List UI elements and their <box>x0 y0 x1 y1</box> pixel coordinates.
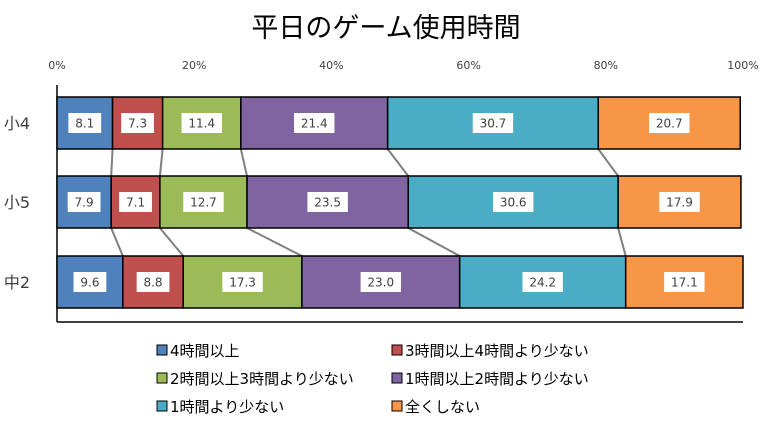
x-tick-label: 0% <box>48 59 65 72</box>
data-label: 20.7 <box>656 117 683 131</box>
data-label: 21.4 <box>301 117 328 131</box>
x-tick-label: 100% <box>727 59 758 72</box>
data-label-box <box>119 192 152 212</box>
data-label-box <box>659 192 700 212</box>
legend-label: 2時間以上3時間より少ない <box>170 370 354 388</box>
series-lines <box>110 148 627 257</box>
data-label-box <box>136 272 170 292</box>
data-label-box <box>492 192 534 212</box>
data-label: 11.4 <box>188 117 215 131</box>
data-label: 17.1 <box>671 276 698 290</box>
data-label-box <box>294 113 335 133</box>
series-line <box>239 148 248 177</box>
x-tick-label: 80% <box>594 59 618 72</box>
data-label-box <box>67 192 101 212</box>
data-label-box <box>183 192 224 212</box>
series-line <box>110 227 124 257</box>
category-label: 小4 <box>4 114 30 133</box>
series-line <box>110 148 114 177</box>
bars: 8.1 7.3 11.4 21.4 30.7 20.7 7.9 7.1 12.7 23.5 30.6… <box>56 96 744 309</box>
data-label: 12.7 <box>190 196 217 210</box>
data-label: 24.2 <box>529 276 556 290</box>
series-line <box>246 227 303 257</box>
data-label-box <box>649 113 690 133</box>
series-line <box>407 227 461 257</box>
legend-label: 4時間以上 <box>170 342 240 360</box>
legend-label: 全くしない <box>405 398 480 416</box>
series-line <box>617 227 627 257</box>
data-label: 17.3 <box>229 276 256 290</box>
category-label: 中2 <box>4 273 30 292</box>
legend-label: 3時間以上4時間より少ない <box>405 342 589 360</box>
x-tick-label: 40% <box>319 59 343 72</box>
legend-label: 1時間より少ない <box>170 398 284 416</box>
data-label: 23.0 <box>367 276 394 290</box>
data-label-box <box>181 113 222 133</box>
category-label: 小5 <box>4 193 30 212</box>
chart-title: 平日のゲーム使用時間 <box>251 13 520 44</box>
legend-swatch <box>156 400 168 412</box>
bar-segment <box>246 175 409 229</box>
legend-swatch <box>156 344 168 356</box>
series-line <box>386 148 410 177</box>
series-line <box>597 148 619 177</box>
data-label-box <box>121 113 155 133</box>
data-label: 7.9 <box>75 196 94 210</box>
data-label-box <box>73 272 107 292</box>
data-label: 8.8 <box>143 276 162 290</box>
data-label: 23.5 <box>314 196 341 210</box>
legend-swatch <box>391 344 403 356</box>
data-label-box <box>360 272 401 292</box>
data-label-box <box>222 272 263 292</box>
data-label: 7.1 <box>126 196 145 210</box>
series-line <box>159 227 184 257</box>
legend-swatch <box>391 372 403 384</box>
data-label-box <box>68 113 102 133</box>
category-labels: 小4 小5 中2 <box>4 114 30 292</box>
legend-swatch <box>156 372 168 384</box>
legend: 4時間以上 3時間以上4時間より少ない 2時間以上3時間より少ない 1時間以上2時間よ… <box>156 342 589 416</box>
data-label-box <box>522 272 563 292</box>
data-label: 9.6 <box>80 276 99 290</box>
data-label: 8.1 <box>75 117 94 131</box>
data-label-box <box>307 192 348 212</box>
series-line <box>158 148 164 177</box>
x-tick-label: 60% <box>456 59 480 72</box>
data-label: 30.7 <box>480 117 507 131</box>
data-label-box <box>664 272 705 292</box>
legend-label: 1時間以上2時間より少ない <box>405 370 589 388</box>
x-axis-ticks: 0% 20% 40% 60% 80% 100% <box>48 59 758 72</box>
x-tick-label: 20% <box>182 59 206 72</box>
data-label-box <box>472 113 514 133</box>
data-label: 30.6 <box>500 196 527 210</box>
data-label: 17.9 <box>666 196 693 210</box>
legend-swatch <box>391 400 403 412</box>
data-label: 7.3 <box>128 117 147 131</box>
